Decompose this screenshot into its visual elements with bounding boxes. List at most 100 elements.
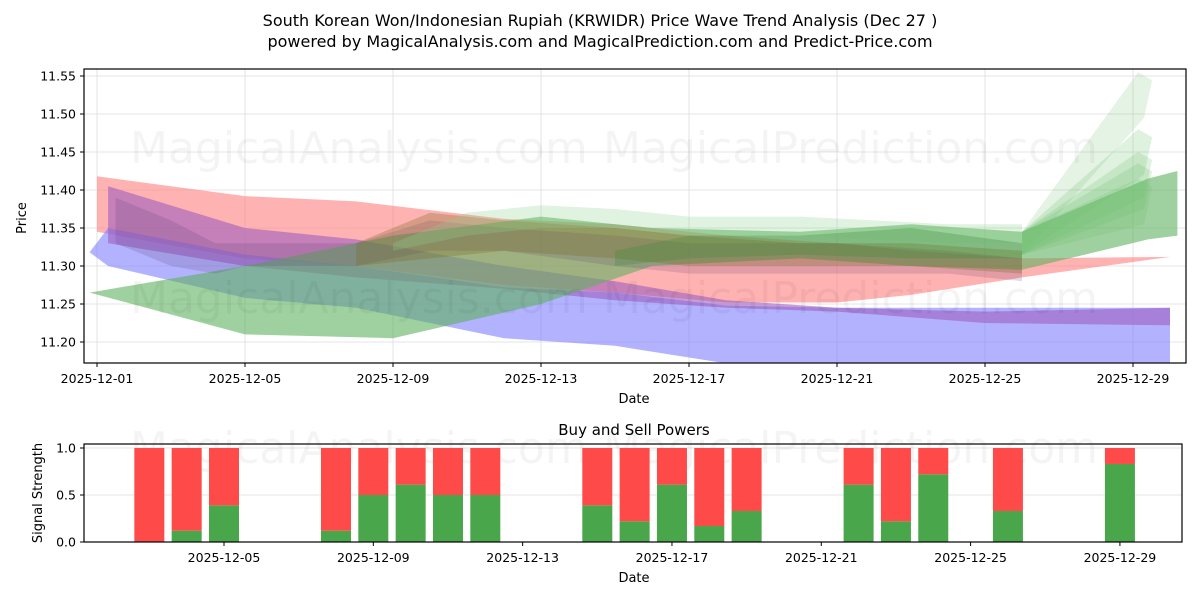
sell-bar	[134, 448, 165, 542]
buy-bar	[656, 484, 687, 542]
sell-bar	[358, 448, 389, 495]
sell-bar	[582, 448, 613, 506]
buy-bar	[320, 530, 351, 542]
bar-2025-12-05	[209, 448, 239, 542]
buy-bar	[358, 495, 389, 542]
watermark: MagicalAnalysis.com	[130, 123, 588, 174]
wave-strand	[615, 228, 1022, 266]
bar-2025-12-04	[171, 448, 202, 542]
bar-2025-12-23	[880, 448, 911, 542]
wave-strand	[356, 212, 1022, 274]
sell-bar	[992, 448, 1023, 511]
chart-title: South Korean Won/Indonesian Rupiah (KRWI…	[263, 11, 938, 30]
bar-2025-12-11	[432, 448, 463, 542]
x-tick-label: 2025-12-29	[1097, 371, 1170, 386]
buy-bar	[209, 505, 239, 542]
buy-sell-y-axis: 0.0 0.5 1.0	[56, 441, 84, 550]
bar-2025-12-18	[694, 448, 725, 542]
sell-bar	[694, 448, 725, 527]
forecast-wave	[1022, 129, 1153, 255]
x-tick-label: 2025-12-17	[653, 371, 726, 386]
x-tick-label: 2025-12-05	[188, 550, 261, 565]
buy-bar	[843, 484, 874, 542]
x-tick-label: 2025-12-13	[486, 550, 559, 565]
watermark: MagicalPrediction.com	[603, 273, 1098, 324]
x-tick-label: 2025-12-13	[505, 371, 578, 386]
green-band	[89, 171, 1178, 339]
buy-sell-x-label: Date	[618, 571, 649, 586]
buy-bar	[619, 521, 650, 542]
price-x-label: Date	[618, 392, 649, 407]
chart-subtitle: powered by MagicalAnalysis.com and Magic…	[267, 32, 932, 51]
y-tick-label: 1.0	[56, 441, 76, 456]
sell-bar	[1104, 448, 1135, 464]
y-tick-label: 11.50	[40, 107, 76, 122]
y-tick-label: 0.0	[56, 535, 76, 550]
sell-bar	[470, 448, 501, 495]
x-tick-label: 2025-12-09	[357, 371, 430, 386]
sell-bar	[843, 448, 874, 485]
x-tick-label: 2025-12-17	[636, 550, 709, 565]
wave-strand	[393, 205, 1022, 251]
sell-bar	[656, 448, 687, 485]
bar-2025-12-17	[656, 448, 687, 542]
x-tick-label: 2025-12-09	[337, 550, 410, 565]
price-watermarks: MagicalAnalysis.com MagicalAnalysis.com Ma…	[130, 123, 1098, 324]
bar-2025-12-29	[1104, 448, 1135, 542]
sell-bar	[619, 448, 650, 522]
buy-sell-plot-frame	[83, 443, 1183, 543]
bar-2025-12-15	[582, 448, 613, 542]
bar-2025-12-12	[470, 448, 501, 542]
buy-bar	[395, 484, 426, 542]
price-wave-chart: MagicalAnalysis.com MagicalAnalysis.com Ma…	[15, 68, 1187, 407]
y-tick-label: 0.5	[56, 488, 76, 503]
sell-bar	[731, 448, 762, 511]
x-tick-label: 2025-12-25	[934, 550, 1007, 565]
buy-sell-title: Buy and Sell Powers	[558, 421, 710, 439]
forecast-wave	[1022, 163, 1153, 255]
buy-sell-y-label: Signal Strength	[31, 443, 46, 543]
y-tick-label: 11.55	[40, 69, 76, 84]
y-tick-label: 11.20	[40, 335, 76, 350]
price-y-label: Price	[15, 202, 30, 234]
y-tick-label: 11.40	[40, 183, 76, 198]
bar-2025-12-09	[358, 448, 389, 542]
x-tick-label: 2025-12-25	[949, 371, 1022, 386]
x-tick-label: 2025-12-21	[801, 371, 874, 386]
sell-bar	[395, 448, 426, 485]
buy-sell-x-axis: 2025-12-05 2025-12-09 2025-12-13 2025-12-17…	[188, 542, 1157, 565]
sell-bar	[209, 448, 239, 506]
x-tick-label: 2025-12-05	[209, 371, 282, 386]
bar-2025-12-26	[992, 448, 1023, 542]
forecast-wave	[1022, 178, 1153, 255]
bar-2025-12-03	[134, 448, 165, 542]
y-tick-label: 11.30	[40, 259, 76, 274]
price-x-axis: 2025-12-01 2025-12-05 2025-12-09 2025-12-13…	[61, 363, 1170, 386]
bar-2025-12-10	[395, 448, 426, 542]
buy-bar	[1104, 463, 1135, 542]
buy-sell-bars	[134, 448, 1135, 542]
buy-bar	[992, 510, 1023, 542]
watermark: MagicalPrediction.com	[603, 123, 1098, 174]
x-tick-label: 2025-12-29	[1084, 550, 1157, 565]
buy-bar	[694, 526, 725, 542]
buy-bar	[171, 530, 202, 542]
bar-2025-12-08	[320, 448, 351, 542]
sell-bar	[918, 448, 949, 475]
x-tick-label: 2025-12-21	[785, 550, 858, 565]
bar-2025-12-22	[843, 448, 874, 542]
forecast-wave	[1022, 72, 1153, 255]
sell-bar	[320, 448, 351, 531]
buy-sell-chart: Buy and Sell Powers MagicalAnalysis.comM…	[31, 421, 1183, 586]
price-plot-frame	[83, 68, 1187, 364]
sell-bar	[171, 448, 202, 531]
bar-2025-12-16	[619, 448, 650, 542]
sell-bar	[432, 448, 463, 495]
buy-bar	[918, 474, 949, 542]
buy-bar	[582, 505, 613, 542]
buy-bar	[880, 521, 911, 542]
wave-strand	[115, 197, 1022, 282]
y-tick-label: 11.25	[40, 297, 76, 312]
